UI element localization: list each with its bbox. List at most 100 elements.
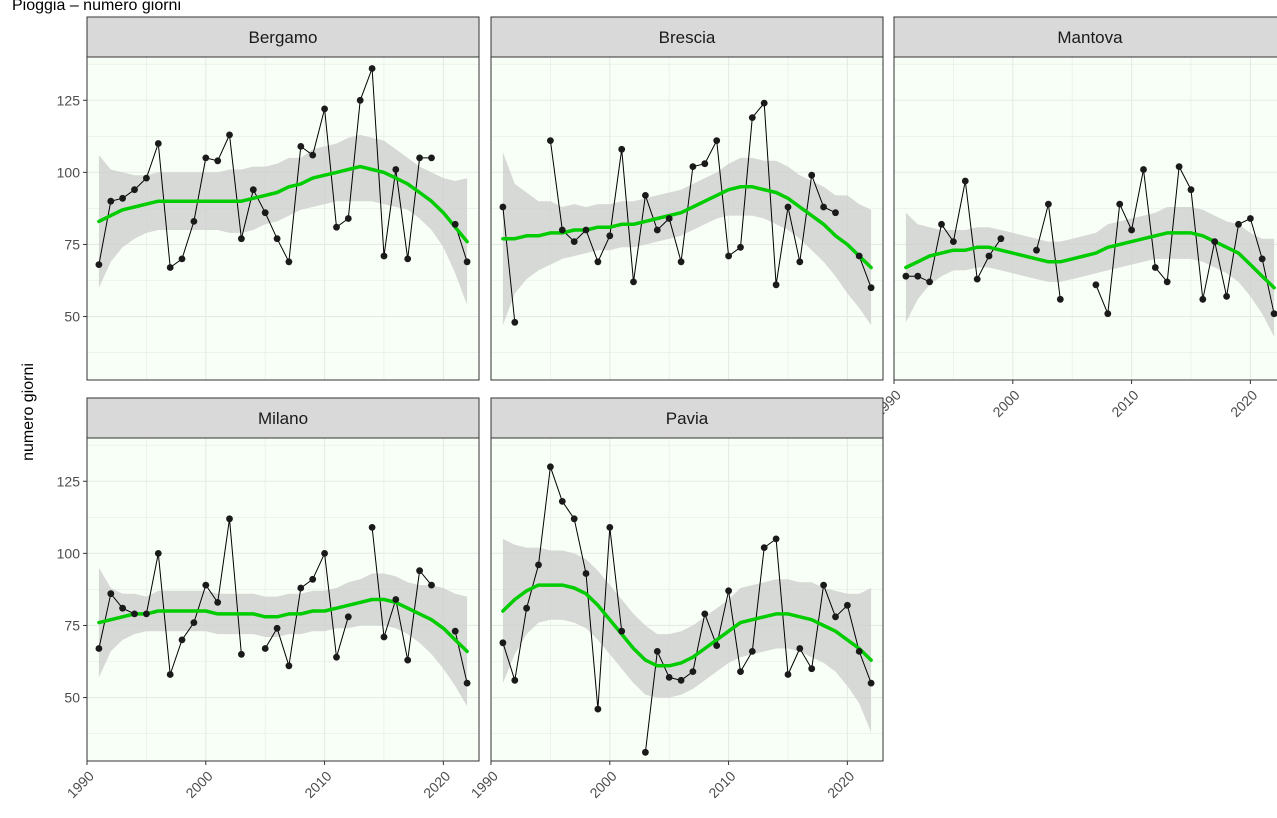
facet-strip bbox=[86, 16, 480, 58]
data-point bbox=[404, 656, 412, 664]
y-tick-label: 50 bbox=[64, 690, 80, 706]
data-point bbox=[344, 215, 352, 222]
data-point bbox=[1140, 166, 1147, 173]
data-point bbox=[855, 252, 863, 260]
facet-strip bbox=[86, 397, 480, 439]
data-point bbox=[582, 570, 590, 577]
data-point bbox=[463, 679, 471, 687]
data-point bbox=[535, 561, 542, 569]
data-point bbox=[392, 166, 400, 173]
data-point bbox=[808, 171, 816, 179]
data-point bbox=[380, 252, 388, 260]
data-point bbox=[119, 194, 126, 202]
smooth-trend-line bbox=[97, 164, 469, 244]
facet-strip-label: Milano bbox=[258, 409, 308, 428]
data-point bbox=[321, 105, 328, 113]
data-point bbox=[249, 186, 257, 194]
data-point bbox=[594, 705, 602, 713]
data-point bbox=[950, 238, 957, 246]
data-point bbox=[926, 278, 933, 286]
data-point bbox=[737, 668, 744, 675]
x-tick-label: 2010 bbox=[705, 768, 738, 801]
data-point bbox=[1116, 200, 1124, 208]
facet-panel-bergamo: Bergamo 50 75 100 125 bbox=[57, 16, 480, 381]
data-point bbox=[832, 613, 839, 621]
y-tick-label: 125 bbox=[57, 473, 81, 489]
data-point bbox=[344, 613, 352, 621]
data-point bbox=[772, 281, 780, 289]
y-tick-label: 75 bbox=[64, 236, 80, 252]
panel-border bbox=[893, 56, 1277, 381]
data-point bbox=[368, 65, 376, 72]
y-tick-label: 125 bbox=[57, 92, 81, 108]
x-tick-label: 2020 bbox=[420, 768, 453, 801]
x-tick-label: 2000 bbox=[989, 387, 1022, 420]
data-point bbox=[760, 99, 768, 107]
panel-data bbox=[95, 65, 471, 305]
facet-panels: Bergamo 50 75 100 125 Brescia Mantova 1990 2000 2… bbox=[57, 16, 1277, 801]
data-point bbox=[938, 220, 945, 228]
panel-border bbox=[86, 437, 480, 762]
data-point bbox=[820, 203, 827, 211]
data-point bbox=[451, 627, 459, 635]
data-point bbox=[820, 581, 827, 589]
data-point bbox=[143, 174, 150, 182]
data-point bbox=[630, 278, 637, 286]
data-point bbox=[1247, 215, 1254, 222]
data-point bbox=[961, 177, 969, 185]
facet-strip-label: Brescia bbox=[659, 28, 716, 47]
data-point bbox=[558, 498, 566, 505]
confidence-band bbox=[502, 538, 872, 733]
data-point bbox=[131, 610, 138, 618]
data-point bbox=[499, 203, 507, 211]
data-point bbox=[214, 157, 222, 165]
data-point bbox=[428, 154, 435, 162]
data-point bbox=[416, 567, 423, 575]
panel-border bbox=[490, 437, 884, 762]
data-point bbox=[1092, 281, 1100, 289]
facet-panel-milano: Milano 50 75 100 125 1990 2000 2010 2020 bbox=[57, 397, 480, 801]
data-point bbox=[570, 515, 578, 523]
y-tick-label: 100 bbox=[57, 164, 81, 180]
data-point bbox=[499, 639, 507, 647]
data-point bbox=[844, 601, 851, 609]
data-point bbox=[392, 596, 400, 603]
facet-strip bbox=[490, 397, 884, 439]
data-point bbox=[855, 648, 863, 655]
panel-data bbox=[499, 463, 875, 756]
data-point bbox=[653, 648, 661, 655]
facet-panel-pavia: Pavia 1990 2000 2010 2020 bbox=[468, 397, 884, 801]
data-point bbox=[297, 584, 305, 592]
data-point bbox=[202, 581, 210, 589]
facet-panel-brescia: Brescia bbox=[490, 16, 884, 381]
data-point bbox=[867, 284, 875, 292]
data-point bbox=[226, 515, 233, 523]
data-point bbox=[665, 215, 673, 222]
facet-strip bbox=[893, 16, 1277, 58]
x-tick-label: 2000 bbox=[182, 768, 215, 801]
data-point bbox=[796, 258, 804, 266]
data-point bbox=[902, 272, 910, 280]
data-point bbox=[1235, 220, 1242, 228]
x-tick-label: 2020 bbox=[824, 768, 857, 801]
data-point bbox=[1187, 186, 1195, 194]
data-point bbox=[190, 619, 198, 626]
facet-strip-label: Pavia bbox=[666, 409, 709, 428]
data-point bbox=[1175, 163, 1183, 171]
data-point bbox=[1104, 310, 1112, 318]
chart-title-group: Pioggia – numero giorni bbox=[12, 0, 181, 14]
data-point bbox=[1151, 264, 1159, 271]
data-point bbox=[713, 642, 721, 649]
data-point bbox=[119, 604, 126, 612]
data-point bbox=[404, 255, 412, 263]
data-point bbox=[1128, 226, 1135, 234]
x-tick-label: 1990 bbox=[468, 768, 501, 801]
data-point bbox=[642, 748, 649, 756]
confidence-band bbox=[98, 567, 468, 707]
data-point bbox=[511, 676, 519, 684]
data-point bbox=[273, 235, 281, 243]
facet-strip bbox=[490, 16, 884, 58]
data-point bbox=[606, 232, 614, 240]
y-axis-label: numero giorni bbox=[20, 363, 37, 461]
